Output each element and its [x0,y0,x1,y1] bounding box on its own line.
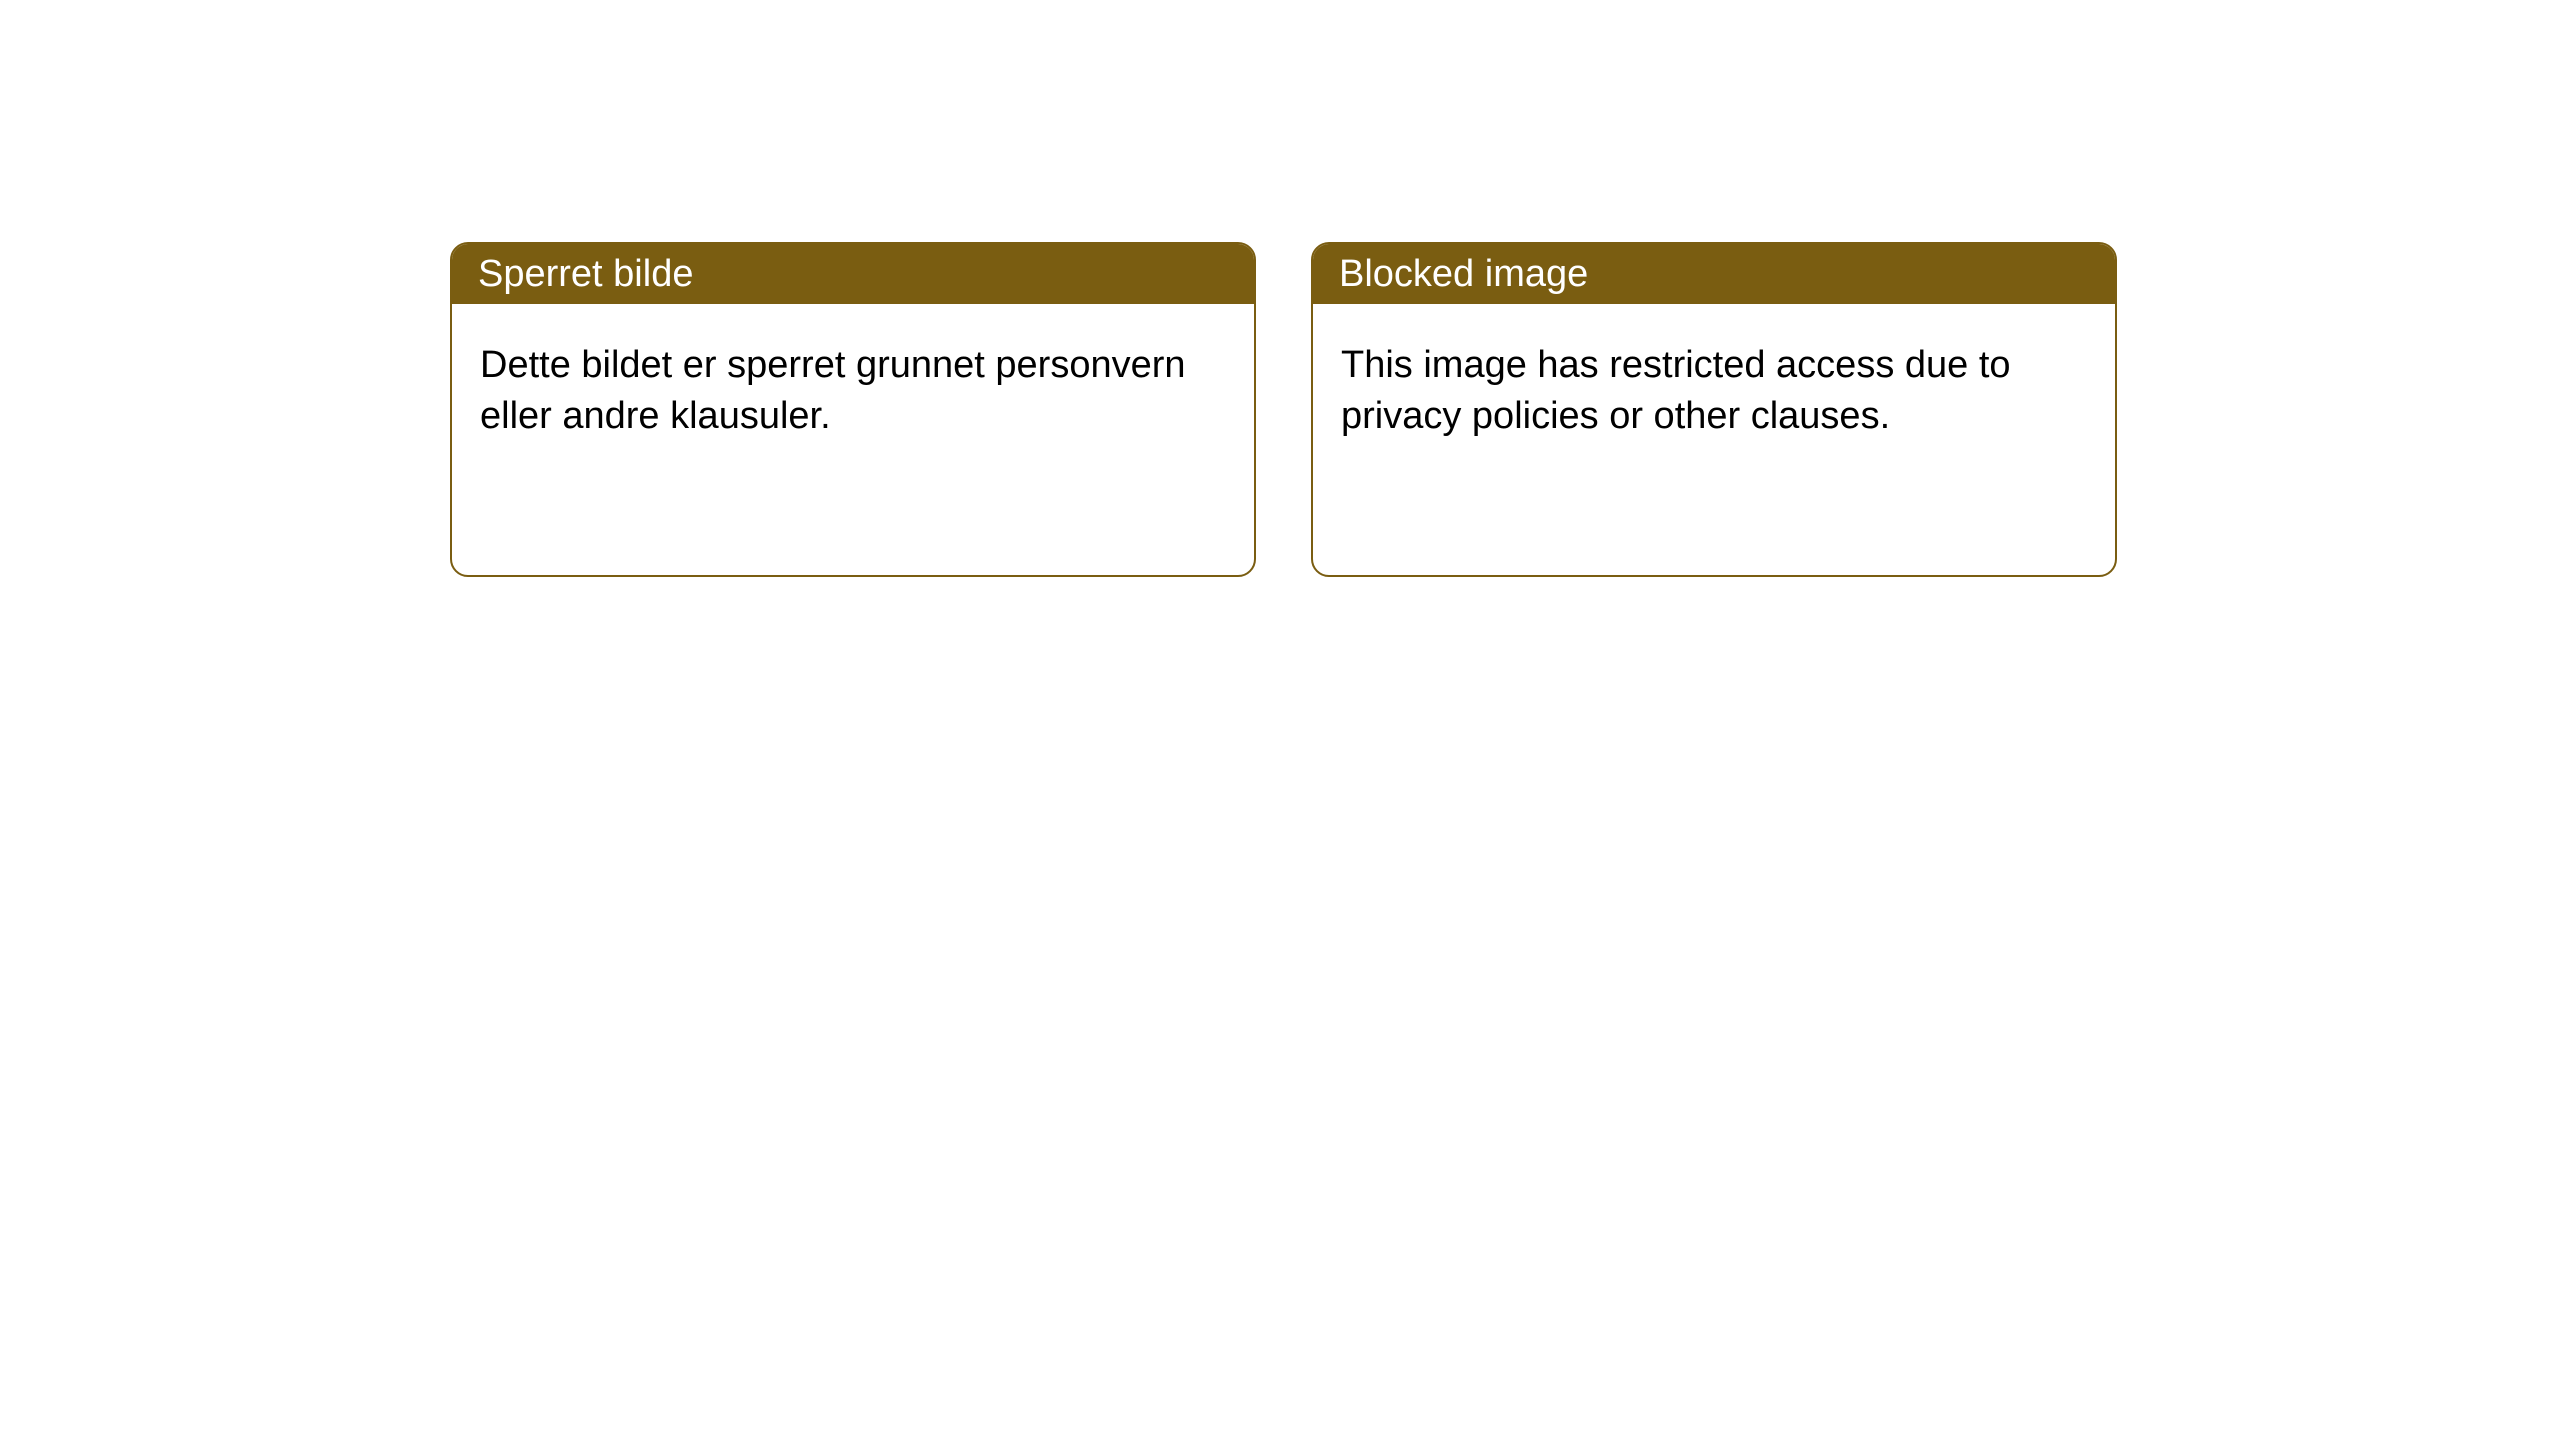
card-text-english: This image has restricted access due to … [1341,344,2011,437]
notice-cards-container: Sperret bilde Dette bildet er sperret gr… [450,242,2117,577]
card-header-english: Blocked image [1313,244,2115,304]
notice-card-norwegian: Sperret bilde Dette bildet er sperret gr… [450,242,1256,577]
card-title-english: Blocked image [1339,253,1588,296]
card-body-english: This image has restricted access due to … [1313,304,2115,479]
card-body-norwegian: Dette bildet er sperret grunnet personve… [452,304,1254,479]
card-text-norwegian: Dette bildet er sperret grunnet personve… [480,344,1186,437]
card-header-norwegian: Sperret bilde [452,244,1254,304]
notice-card-english: Blocked image This image has restricted … [1311,242,2117,577]
card-title-norwegian: Sperret bilde [478,253,693,296]
